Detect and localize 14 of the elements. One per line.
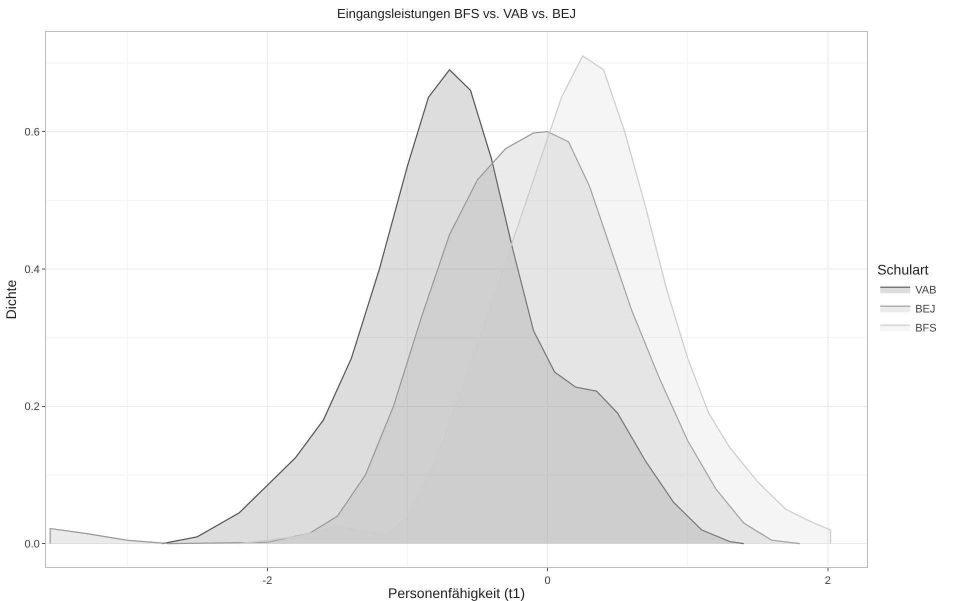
legend-label: BFS: [915, 322, 937, 334]
x-tick-label: -2: [262, 575, 272, 588]
y-tick-label: 0.2: [24, 401, 40, 414]
legend-title: Schulart: [877, 262, 929, 278]
legend-label: VAB: [915, 284, 936, 296]
y-tick-label: 0.6: [24, 126, 40, 138]
y-axis-title: Dichte: [3, 279, 20, 320]
x-tick-label: 0: [544, 575, 551, 588]
x-tick-label: 2: [824, 575, 831, 588]
y-tick-label: 0.4: [24, 264, 40, 276]
x-axis-title: Personenfähigkeit (t1): [388, 585, 525, 601]
y-tick-label: 0.0: [24, 538, 40, 550]
chart-title: Eingangsleistungen BFS vs. VAB vs. BEJ: [337, 6, 576, 22]
legend-label: BEJ: [915, 303, 936, 316]
